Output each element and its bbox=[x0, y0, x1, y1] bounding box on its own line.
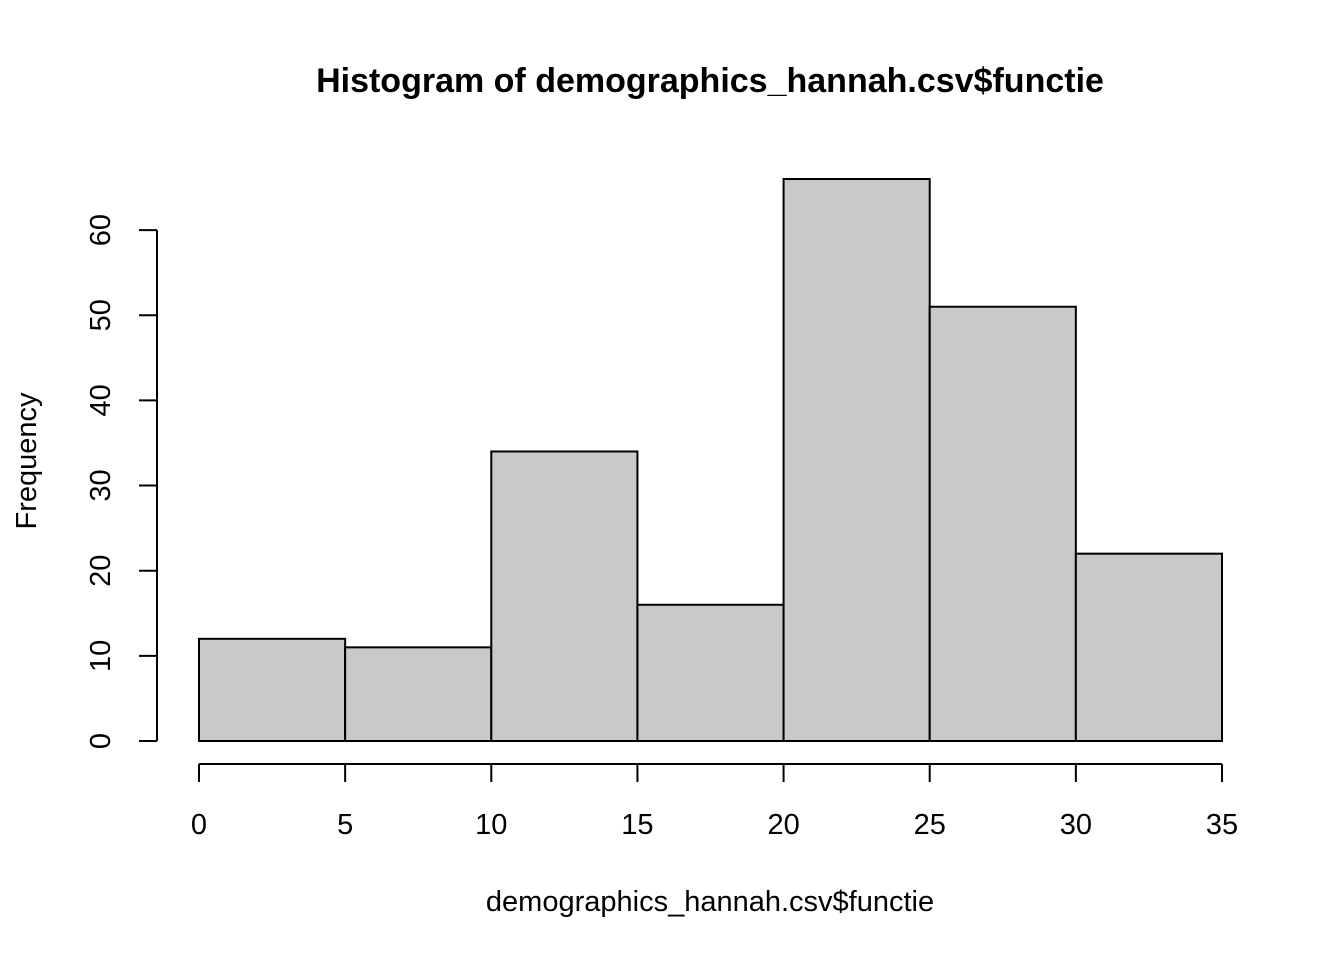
x-axis: 0 5 10 15 20 25 30 35 bbox=[191, 763, 1238, 841]
histogram-bar bbox=[928, 305, 1077, 742]
y-tick-label: 0 bbox=[85, 733, 117, 749]
y-tick-label: 20 bbox=[85, 555, 117, 587]
x-tick-label: 10 bbox=[475, 809, 507, 841]
x-tick-label: 25 bbox=[914, 809, 946, 841]
y-tick-label: 60 bbox=[85, 214, 117, 246]
x-tick-label: 30 bbox=[1060, 809, 1092, 841]
x-axis-label: demographics_hannah.csv$functie bbox=[486, 886, 934, 918]
y-tick-label: 40 bbox=[85, 384, 117, 416]
histogram-bar bbox=[344, 646, 493, 743]
histogram-bar bbox=[198, 637, 347, 743]
y-axis-label: Frequency bbox=[11, 392, 43, 530]
histogram-bar bbox=[1074, 552, 1224, 742]
x-tick-label: 0 bbox=[191, 809, 207, 841]
x-tick-label: 20 bbox=[767, 809, 799, 841]
x-tick-label: 15 bbox=[621, 809, 653, 841]
histogram-bar bbox=[636, 603, 785, 743]
y-tick-label: 10 bbox=[85, 640, 117, 672]
x-tick-label: 35 bbox=[1206, 809, 1238, 841]
bars-group bbox=[198, 178, 1224, 743]
y-tick-label: 50 bbox=[85, 299, 117, 331]
y-axis: 0 10 20 30 40 50 60 bbox=[85, 214, 158, 749]
histogram-bar bbox=[490, 450, 639, 742]
x-tick-label: 5 bbox=[337, 809, 353, 841]
y-tick-label: 30 bbox=[85, 469, 117, 501]
chart-title: Histogram of demographics_hannah.csv$fun… bbox=[316, 62, 1104, 100]
histogram-bar bbox=[782, 178, 931, 742]
